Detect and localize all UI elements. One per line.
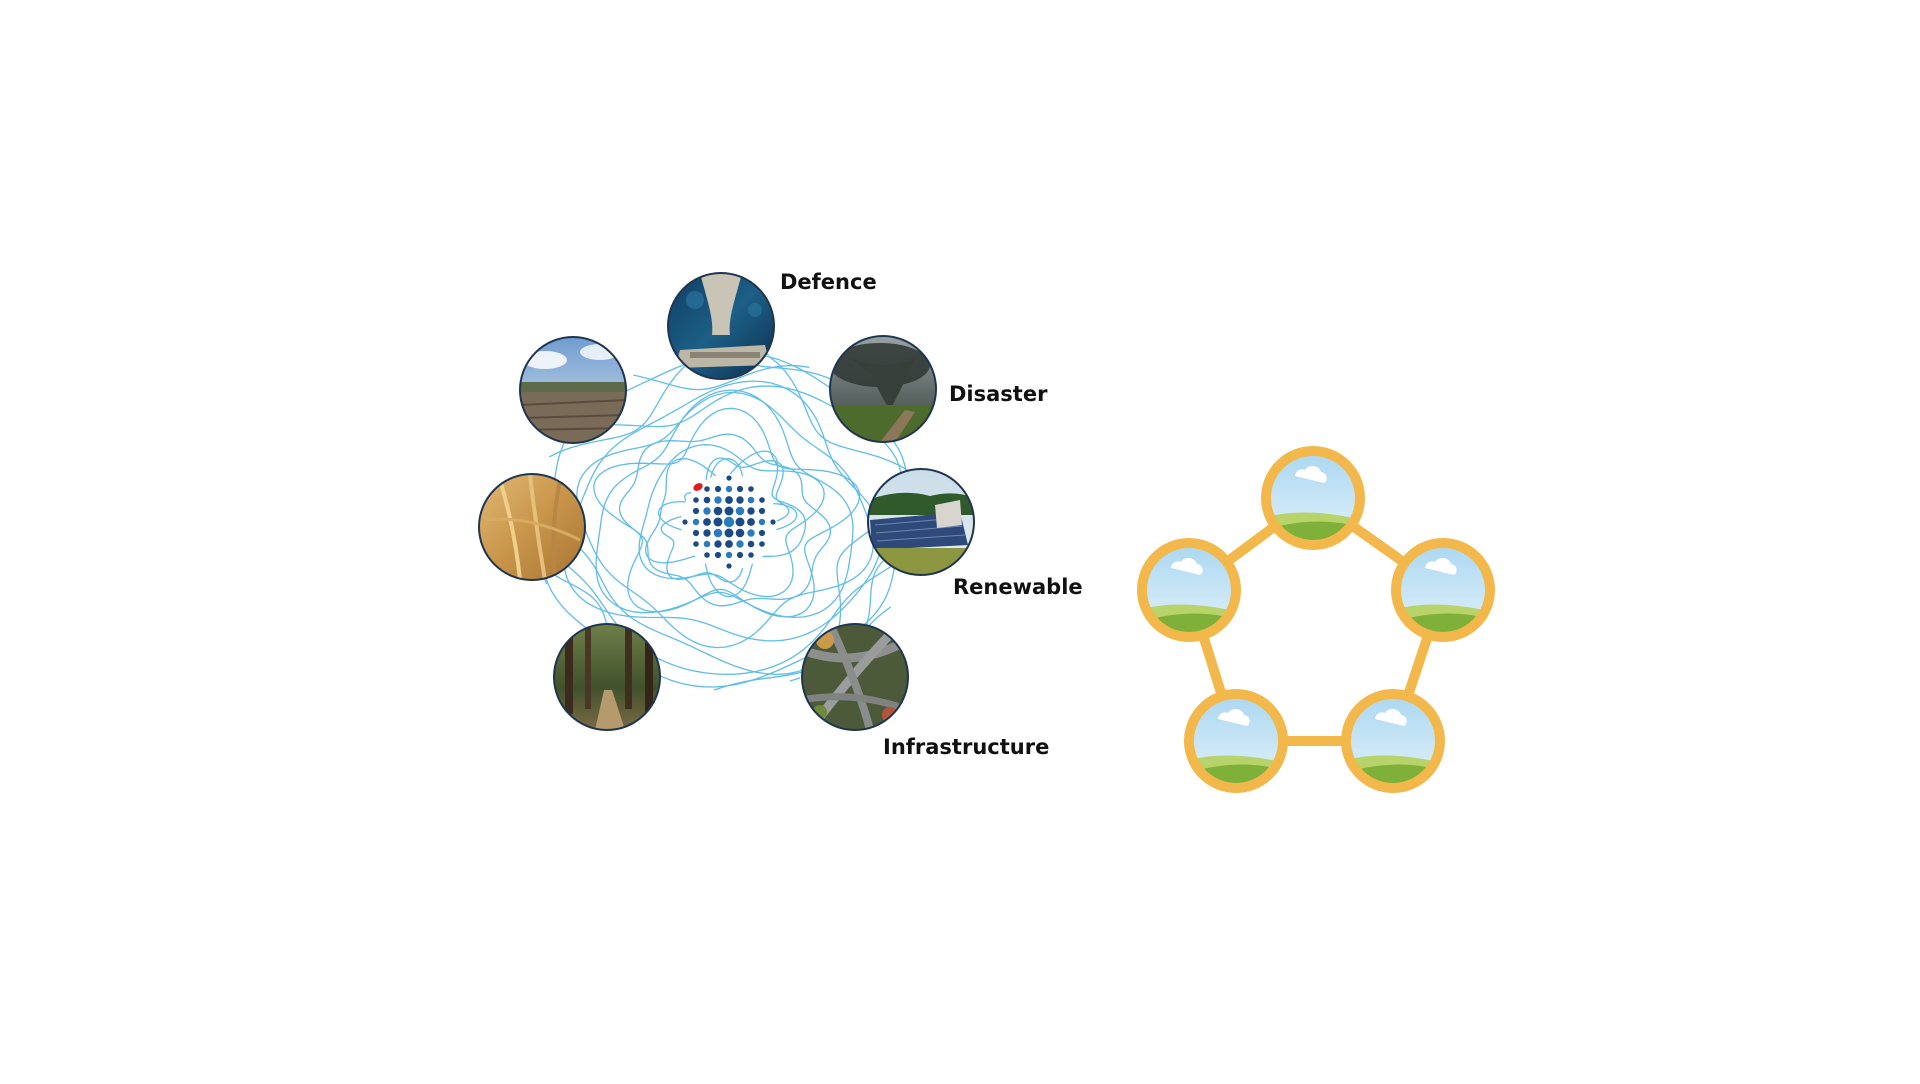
contour-line bbox=[542, 364, 917, 682]
contour-line bbox=[533, 385, 902, 676]
dot-sphere-logo bbox=[681, 474, 777, 570]
label-infrastructure: Infrastructure bbox=[883, 735, 1050, 759]
disaster-tornado-image bbox=[829, 335, 937, 443]
label-disaster: Disaster bbox=[949, 382, 1048, 406]
logo-dot bbox=[703, 496, 711, 504]
logo-dot bbox=[693, 497, 699, 503]
landscape-placeholder-icon bbox=[1184, 689, 1288, 793]
label-defence: Defence bbox=[780, 270, 877, 294]
wheat-field-image bbox=[478, 473, 586, 581]
landscape-placeholder-icon bbox=[1137, 538, 1241, 642]
logo-dot bbox=[724, 506, 734, 516]
placeholder-graph bbox=[1137, 446, 1495, 793]
renewable-solar-image bbox=[867, 468, 975, 576]
logo-dot bbox=[714, 496, 722, 504]
contour-line bbox=[535, 352, 912, 676]
logo-dot bbox=[747, 507, 755, 515]
logo-dot bbox=[770, 519, 776, 525]
contour-lines-pattern bbox=[534, 353, 917, 691]
logo-dot bbox=[692, 529, 700, 537]
logo-dot bbox=[725, 551, 733, 559]
logo-dot bbox=[736, 496, 744, 504]
logo-dot bbox=[682, 519, 688, 525]
logo-dot bbox=[758, 518, 766, 526]
logo-dot bbox=[692, 518, 700, 526]
logo-dot bbox=[735, 506, 745, 516]
infrastructure-highway-image bbox=[801, 623, 909, 731]
logo-dot bbox=[703, 529, 711, 537]
logo-dot bbox=[725, 485, 733, 493]
logo-dot bbox=[735, 528, 745, 538]
contour-line bbox=[595, 389, 854, 619]
logo-dot bbox=[725, 540, 733, 548]
logo-dot bbox=[724, 528, 734, 538]
logo-dot bbox=[736, 485, 744, 493]
contour-line bbox=[618, 433, 832, 607]
logo-dot bbox=[725, 496, 733, 504]
logo-dot bbox=[747, 518, 755, 526]
logo-dot bbox=[704, 552, 710, 558]
logo-dot bbox=[735, 517, 745, 527]
logo-dot bbox=[713, 528, 723, 538]
logo-dot bbox=[759, 497, 765, 503]
logo-dot bbox=[703, 507, 711, 515]
contour-line bbox=[593, 407, 861, 618]
logo-dot bbox=[726, 475, 732, 481]
logo-dot bbox=[748, 552, 754, 558]
logo-dot bbox=[747, 496, 755, 504]
logo-dot bbox=[713, 506, 723, 516]
logo-dot bbox=[692, 507, 700, 515]
contour-line bbox=[638, 444, 825, 598]
landscape-placeholder-icon bbox=[1341, 689, 1445, 793]
logo-dot bbox=[748, 486, 754, 492]
landscape-placeholder-icon bbox=[1261, 446, 1365, 550]
logo-dot bbox=[713, 517, 723, 527]
logo-dot bbox=[703, 540, 711, 548]
logo-dot bbox=[758, 507, 766, 515]
logo-dot bbox=[736, 540, 744, 548]
logo-red-dot bbox=[693, 483, 703, 491]
logo-dot bbox=[714, 485, 722, 493]
forest-path-image bbox=[553, 623, 661, 731]
logo-dot bbox=[726, 563, 732, 569]
logo-dot bbox=[747, 529, 755, 537]
mining-landscape-image bbox=[519, 336, 627, 444]
logo-dot bbox=[747, 540, 755, 548]
logo-dot bbox=[693, 541, 699, 547]
label-renewable: Renewable bbox=[953, 575, 1083, 599]
landscape-placeholder-icon bbox=[1391, 538, 1495, 642]
logo-dot bbox=[704, 486, 710, 492]
logo-dot bbox=[758, 529, 766, 537]
logo-dot bbox=[759, 541, 765, 547]
defence-aerial-image bbox=[667, 272, 775, 380]
logo-dot bbox=[714, 540, 722, 548]
logo-dot bbox=[714, 551, 722, 559]
logo-dot bbox=[723, 516, 735, 528]
logo-dot bbox=[736, 551, 744, 559]
logo-dot bbox=[703, 518, 711, 526]
